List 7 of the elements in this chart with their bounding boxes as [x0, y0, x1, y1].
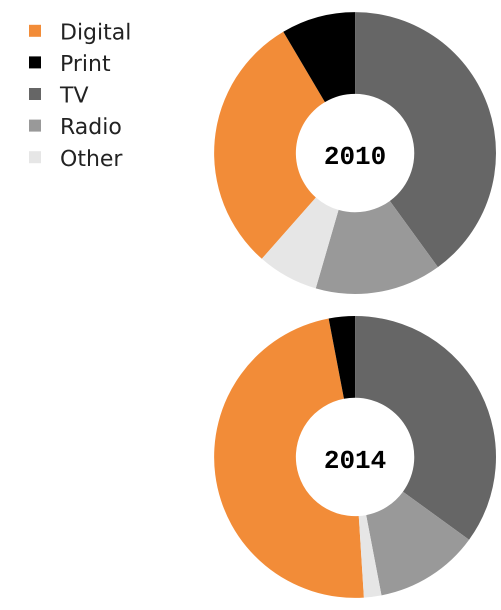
legend-label: TV [59, 84, 88, 109]
legend-label: Print [60, 52, 111, 77]
legend-label: Other [60, 146, 124, 172]
slice-label: 2014 [324, 446, 386, 476]
slice-label: 2010 [324, 142, 386, 172]
legend-label: Radio [60, 115, 122, 140]
legend-label: Digital [60, 20, 132, 46]
